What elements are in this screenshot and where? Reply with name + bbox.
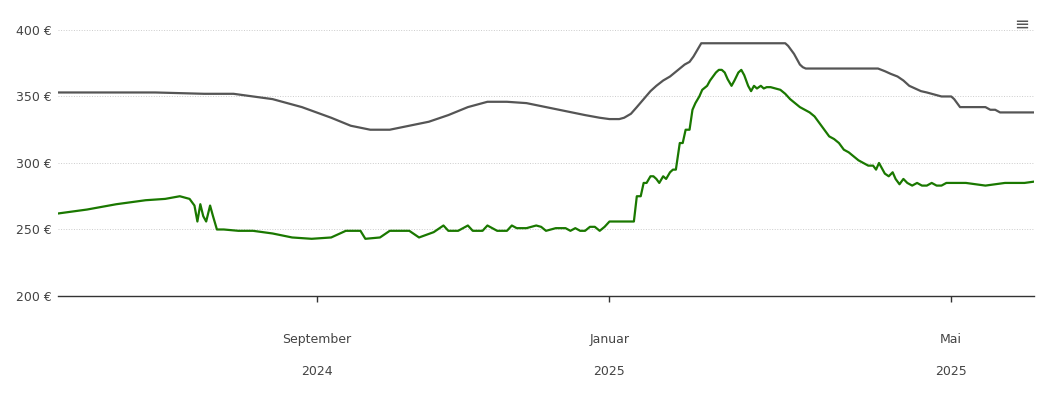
Text: Januar: Januar [589, 333, 629, 346]
Text: 2025: 2025 [936, 365, 967, 378]
Text: Mai: Mai [940, 333, 962, 346]
Text: September: September [282, 333, 351, 346]
Text: 2025: 2025 [593, 365, 626, 378]
Text: ≡: ≡ [1014, 16, 1029, 34]
Text: 2024: 2024 [300, 365, 333, 378]
